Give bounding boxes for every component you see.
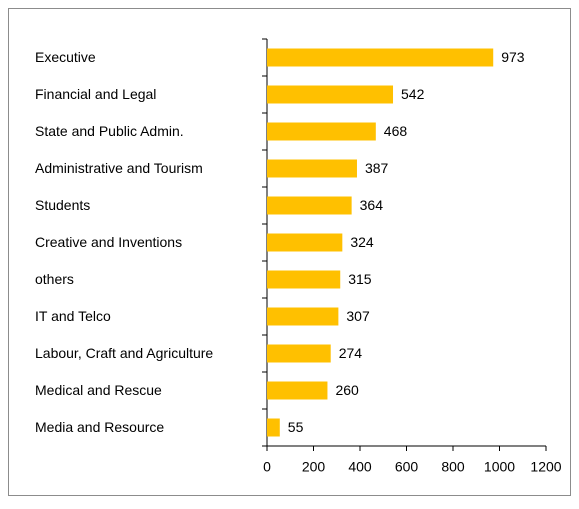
value-label: 387 bbox=[365, 160, 389, 176]
value-label: 260 bbox=[335, 382, 359, 398]
y-tick-label: Students bbox=[35, 197, 90, 213]
y-tick-label: State and Public Admin. bbox=[35, 123, 184, 139]
x-tick-label: 200 bbox=[302, 459, 326, 475]
x-tick-label: 800 bbox=[441, 459, 465, 475]
value-label: 324 bbox=[350, 234, 374, 250]
value-label: 542 bbox=[401, 86, 425, 102]
bar bbox=[267, 270, 341, 289]
y-tick-label: Media and Resource bbox=[35, 419, 164, 435]
y-tick-label: Labour, Craft and Agriculture bbox=[35, 345, 213, 361]
x-tick-label: 600 bbox=[395, 459, 419, 475]
bar bbox=[267, 344, 331, 363]
value-label: 468 bbox=[384, 123, 408, 139]
bar bbox=[267, 196, 352, 215]
y-tick-label: Financial and Legal bbox=[35, 86, 156, 102]
y-tick-label: Creative and Inventions bbox=[35, 234, 182, 250]
value-label: 315 bbox=[348, 271, 372, 287]
value-label: 274 bbox=[339, 345, 363, 361]
x-tick-label: 1200 bbox=[530, 459, 561, 475]
y-tick-label: Administrative and Tourism bbox=[35, 160, 203, 176]
bar bbox=[267, 418, 280, 437]
bar bbox=[267, 233, 343, 252]
bar bbox=[267, 48, 494, 67]
bar bbox=[267, 122, 376, 141]
y-tick-label: IT and Telco bbox=[35, 308, 111, 324]
x-tick-label: 400 bbox=[348, 459, 372, 475]
x-tick-label: 1000 bbox=[484, 459, 515, 475]
y-tick-label: Executive bbox=[35, 49, 96, 65]
bar bbox=[267, 381, 328, 400]
value-label: 364 bbox=[360, 197, 384, 213]
value-label: 973 bbox=[501, 49, 525, 65]
value-label: 55 bbox=[288, 419, 304, 435]
bar bbox=[267, 307, 339, 326]
y-tick-label: Medical and Rescue bbox=[35, 382, 162, 398]
bar bbox=[267, 85, 394, 104]
value-label: 307 bbox=[346, 308, 370, 324]
bar bbox=[267, 159, 357, 178]
x-tick-label: 0 bbox=[263, 459, 271, 475]
y-tick-label: others bbox=[35, 271, 74, 287]
